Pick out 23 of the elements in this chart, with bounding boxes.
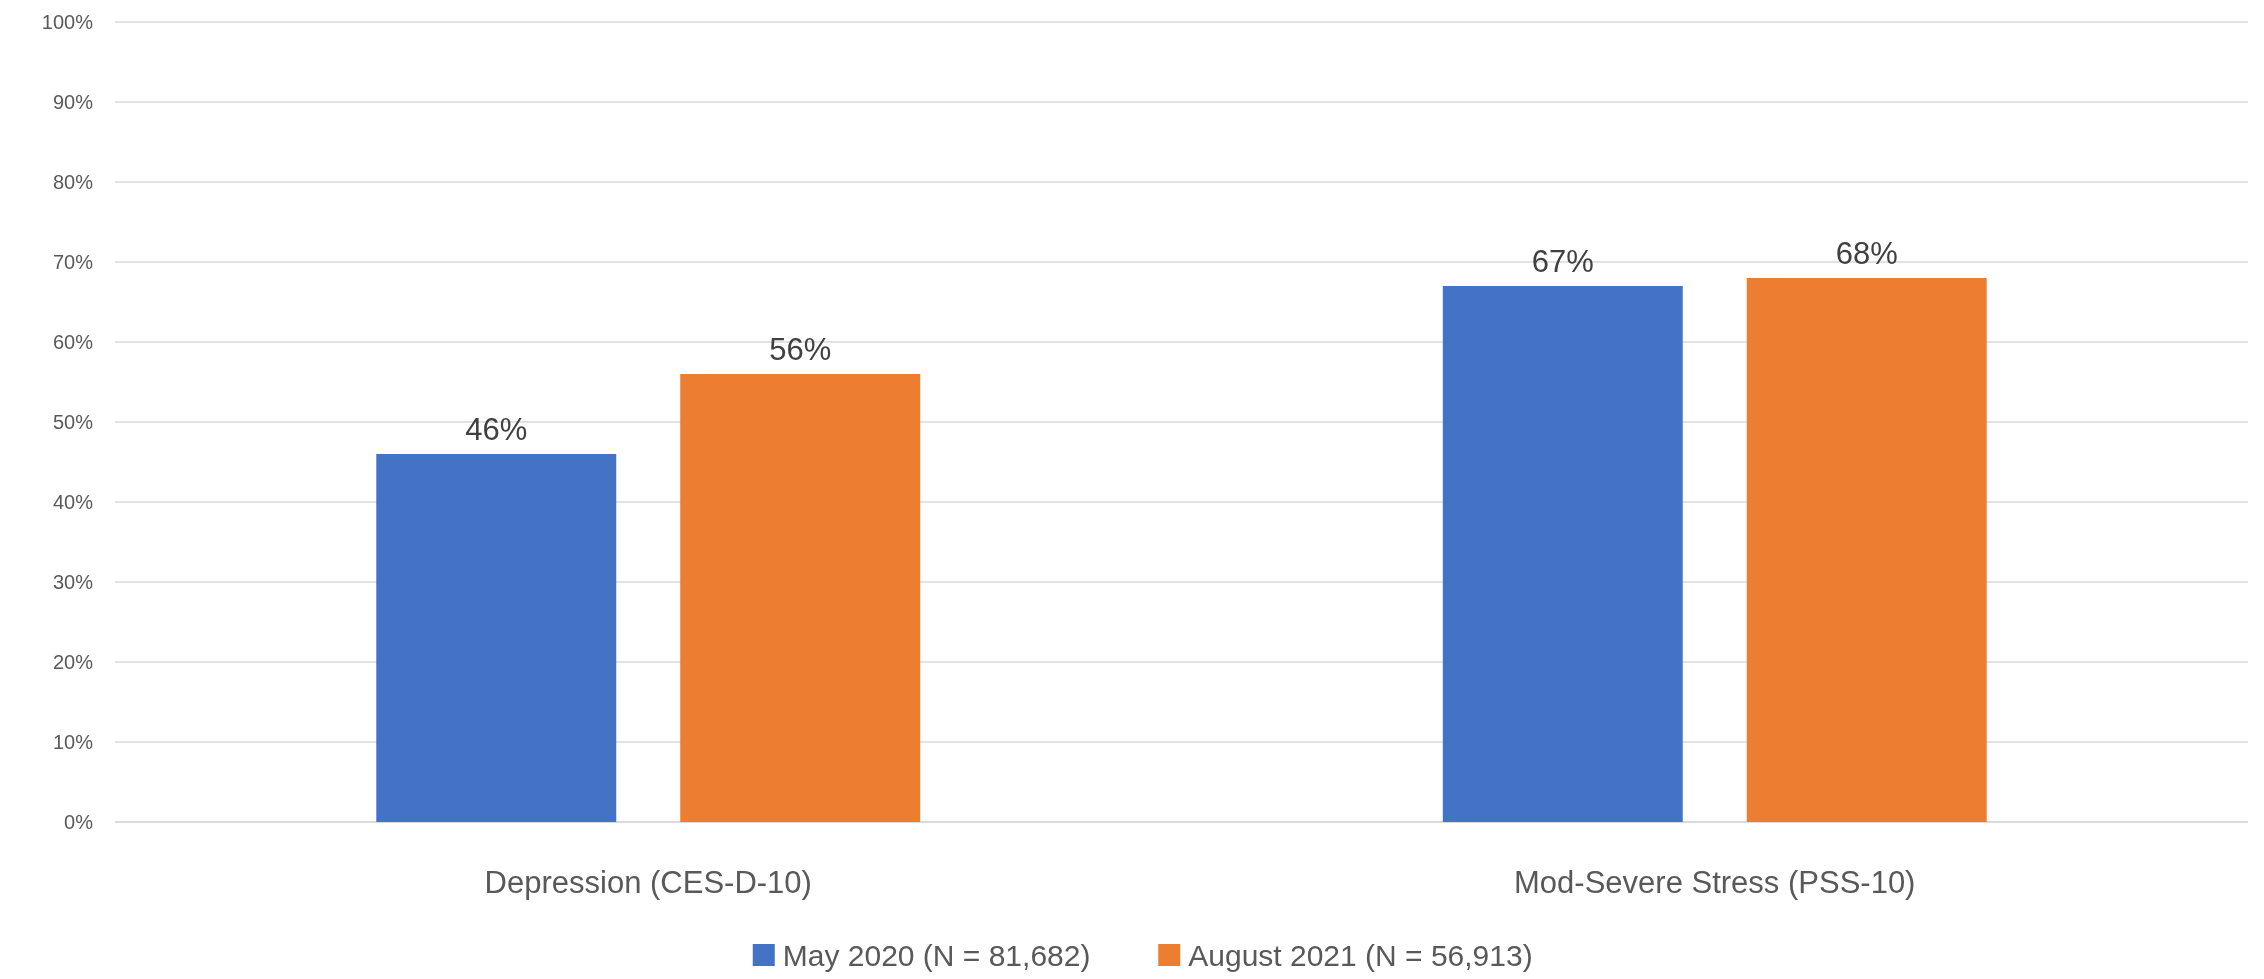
bar xyxy=(376,454,617,822)
y-tick-label: 90% xyxy=(52,91,94,113)
data-label: 56% xyxy=(769,332,832,367)
bar xyxy=(1746,278,1987,822)
y-tick-label: 60% xyxy=(52,331,94,353)
legend-label: August 2021 (N = 56,913) xyxy=(1188,938,1533,972)
y-tick-label: 40% xyxy=(52,491,94,513)
data-label: 46% xyxy=(465,412,528,447)
data-label: 68% xyxy=(1835,236,1898,271)
y-tick-label: 10% xyxy=(52,731,94,753)
y-tick-label: 70% xyxy=(52,251,94,273)
bar xyxy=(1442,286,1683,822)
x-tick-label: Mod-Severe Stress (PSS-10) xyxy=(1514,864,1916,900)
y-tick-label: 0% xyxy=(64,811,94,833)
y-tick-label: 20% xyxy=(52,651,94,673)
data-label: 67% xyxy=(1531,244,1594,279)
x-tick-label: Depression (CES-D-10) xyxy=(484,864,812,900)
y-tick-label: 80% xyxy=(52,171,94,193)
y-tick-label: 50% xyxy=(52,411,94,433)
bar xyxy=(680,374,921,822)
y-tick-label: 30% xyxy=(52,571,94,593)
legend-label: May 2020 (N = 81,682) xyxy=(782,938,1091,972)
y-tick-label: 100% xyxy=(41,11,94,33)
